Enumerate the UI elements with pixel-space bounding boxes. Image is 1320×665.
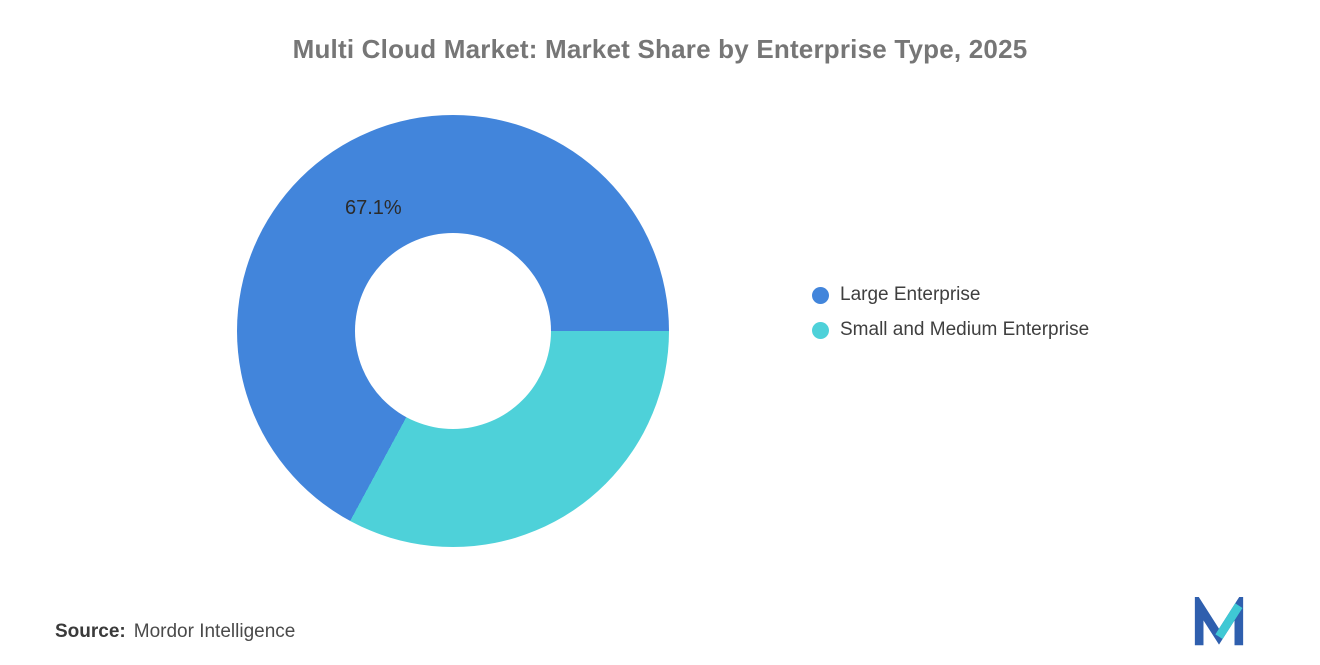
legend-item-label: Small and Medium Enterprise: [840, 319, 1090, 340]
donut-hole: [355, 233, 551, 429]
source-label: Source:: [55, 621, 126, 642]
legend-dot: [812, 286, 829, 304]
legend-item-small-medium-enterprise[interactable]: Small and Medium Enterprise: [812, 319, 1089, 341]
source-attribution: Source: Mordor Intelligence: [55, 621, 295, 643]
slice-label-large-enterprise: 67.1%: [345, 197, 402, 219]
legend: Large Enterprise Small and Medium Enterp…: [812, 284, 1089, 341]
donut-chart[interactable]: 67.1%: [237, 115, 669, 547]
legend-item-label: Large Enterprise: [840, 284, 981, 305]
legend-item-large-enterprise[interactable]: Large Enterprise: [812, 284, 1089, 306]
chart-title: Multi Cloud Market: Market Share by Ente…: [292, 34, 1028, 64]
source-text: Mordor Intelligence: [133, 621, 296, 642]
legend-dot: [812, 321, 829, 339]
logo-teal-stroke: [1215, 603, 1243, 639]
mordor-intelligence-logo: [1194, 597, 1244, 646]
